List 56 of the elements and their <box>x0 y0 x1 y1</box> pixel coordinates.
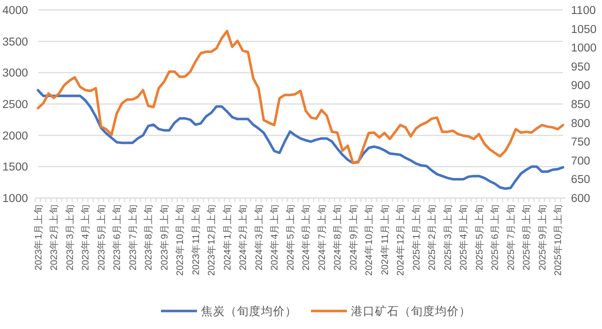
x-tick-label: 2025年5月上旬 <box>473 204 486 270</box>
x-tick-label: 2024年4月上旬 <box>268 204 281 270</box>
x-tick-label: 2023年10月上旬 <box>174 204 186 276</box>
x-tick-label: 2025年10月上旬 <box>552 204 564 276</box>
legend-label: 港口矿石（旬度均价） <box>351 304 471 318</box>
x-tick-label: 2023年7月上旬 <box>126 204 139 270</box>
x-tick-label: 2024年12月上旬 <box>394 204 407 276</box>
x-tick-label: 2024年1月上旬 <box>221 204 234 270</box>
x-tick-label: 2024年2月上旬 <box>237 204 250 270</box>
y-tick-label: 1000 <box>2 193 28 206</box>
y-tick-label: 3500 <box>2 36 28 48</box>
x-tick-label: 2024年3月上旬 <box>252 204 265 270</box>
x-tick-label: 2025年9月上旬 <box>536 204 548 270</box>
y2-tick-label: 600 <box>571 193 590 206</box>
y2-tick-label: 800 <box>571 118 590 130</box>
legend-label: 焦炭（旬度均价） <box>201 304 297 318</box>
line-series <box>36 30 564 164</box>
y2-tick-label: 700 <box>571 155 590 168</box>
x-tick-label: 2025年1月上旬 <box>410 204 422 270</box>
y-tick-label: 1500 <box>2 162 28 174</box>
x-tick-label: 2025年8月上旬 <box>520 204 533 270</box>
y-tick-label: 3000 <box>2 68 28 80</box>
x-tick-label: 2025年6月上旬 <box>489 204 502 270</box>
x-tick-label: 2025年4月上旬 <box>458 204 470 270</box>
y2-tick-label: 1000 <box>571 42 597 55</box>
x-tick-label: 2024年6月上旬 <box>300 204 312 270</box>
x-tick-label: 2023年9月上旬 <box>158 204 170 270</box>
x-tick-label: 2023年11月上旬 <box>190 204 202 275</box>
x-tick-label: 2023年1月上旬 <box>32 204 44 270</box>
x-tick-label: 2023年3月上旬 <box>64 204 76 270</box>
x-tick-label: 2025年3月上旬 <box>442 204 454 270</box>
x-tick-label: 2024年11月上旬 <box>378 204 391 275</box>
x-tick-label: 2024年9月上旬 <box>347 204 360 270</box>
y-tick-label: 4000 <box>2 5 28 18</box>
y2-tick-label: 1050 <box>571 24 597 36</box>
x-tick-label: 2025年7月上旬 <box>504 204 517 270</box>
line-series <box>36 88 564 190</box>
y2-tick-label: 950 <box>571 61 590 74</box>
x-tick-label: 2025年2月上旬 <box>426 204 438 270</box>
y2-tick-label: 750 <box>571 136 590 149</box>
x-tick-label: 2023年8月上旬 <box>142 204 155 270</box>
x-tick-label: 2024年8月上旬 <box>332 204 344 270</box>
x-tick-label: 2023年2月上旬 <box>48 204 60 270</box>
y2-tick-label: 850 <box>571 99 590 112</box>
x-tick-label: 2024年10月上旬 <box>363 204 376 276</box>
y2-tick-label: 1100 <box>571 5 596 18</box>
x-tick-label: 2023年4月上旬 <box>80 204 92 270</box>
y-tick-label: 2000 <box>2 130 28 142</box>
x-tick-label: 2024年5月上旬 <box>284 204 296 270</box>
x-tick-label: 2023年6月上旬 <box>111 204 124 270</box>
y2-tick-label: 900 <box>571 80 590 92</box>
y-tick-label: 2500 <box>2 99 28 112</box>
x-tick-label: 2024年7月上旬 <box>316 204 328 270</box>
y2-tick-label: 650 <box>571 174 590 186</box>
x-tick-label: 2023年12月上旬 <box>206 204 218 276</box>
x-tick-label: 2023年5月上旬 <box>95 204 108 270</box>
